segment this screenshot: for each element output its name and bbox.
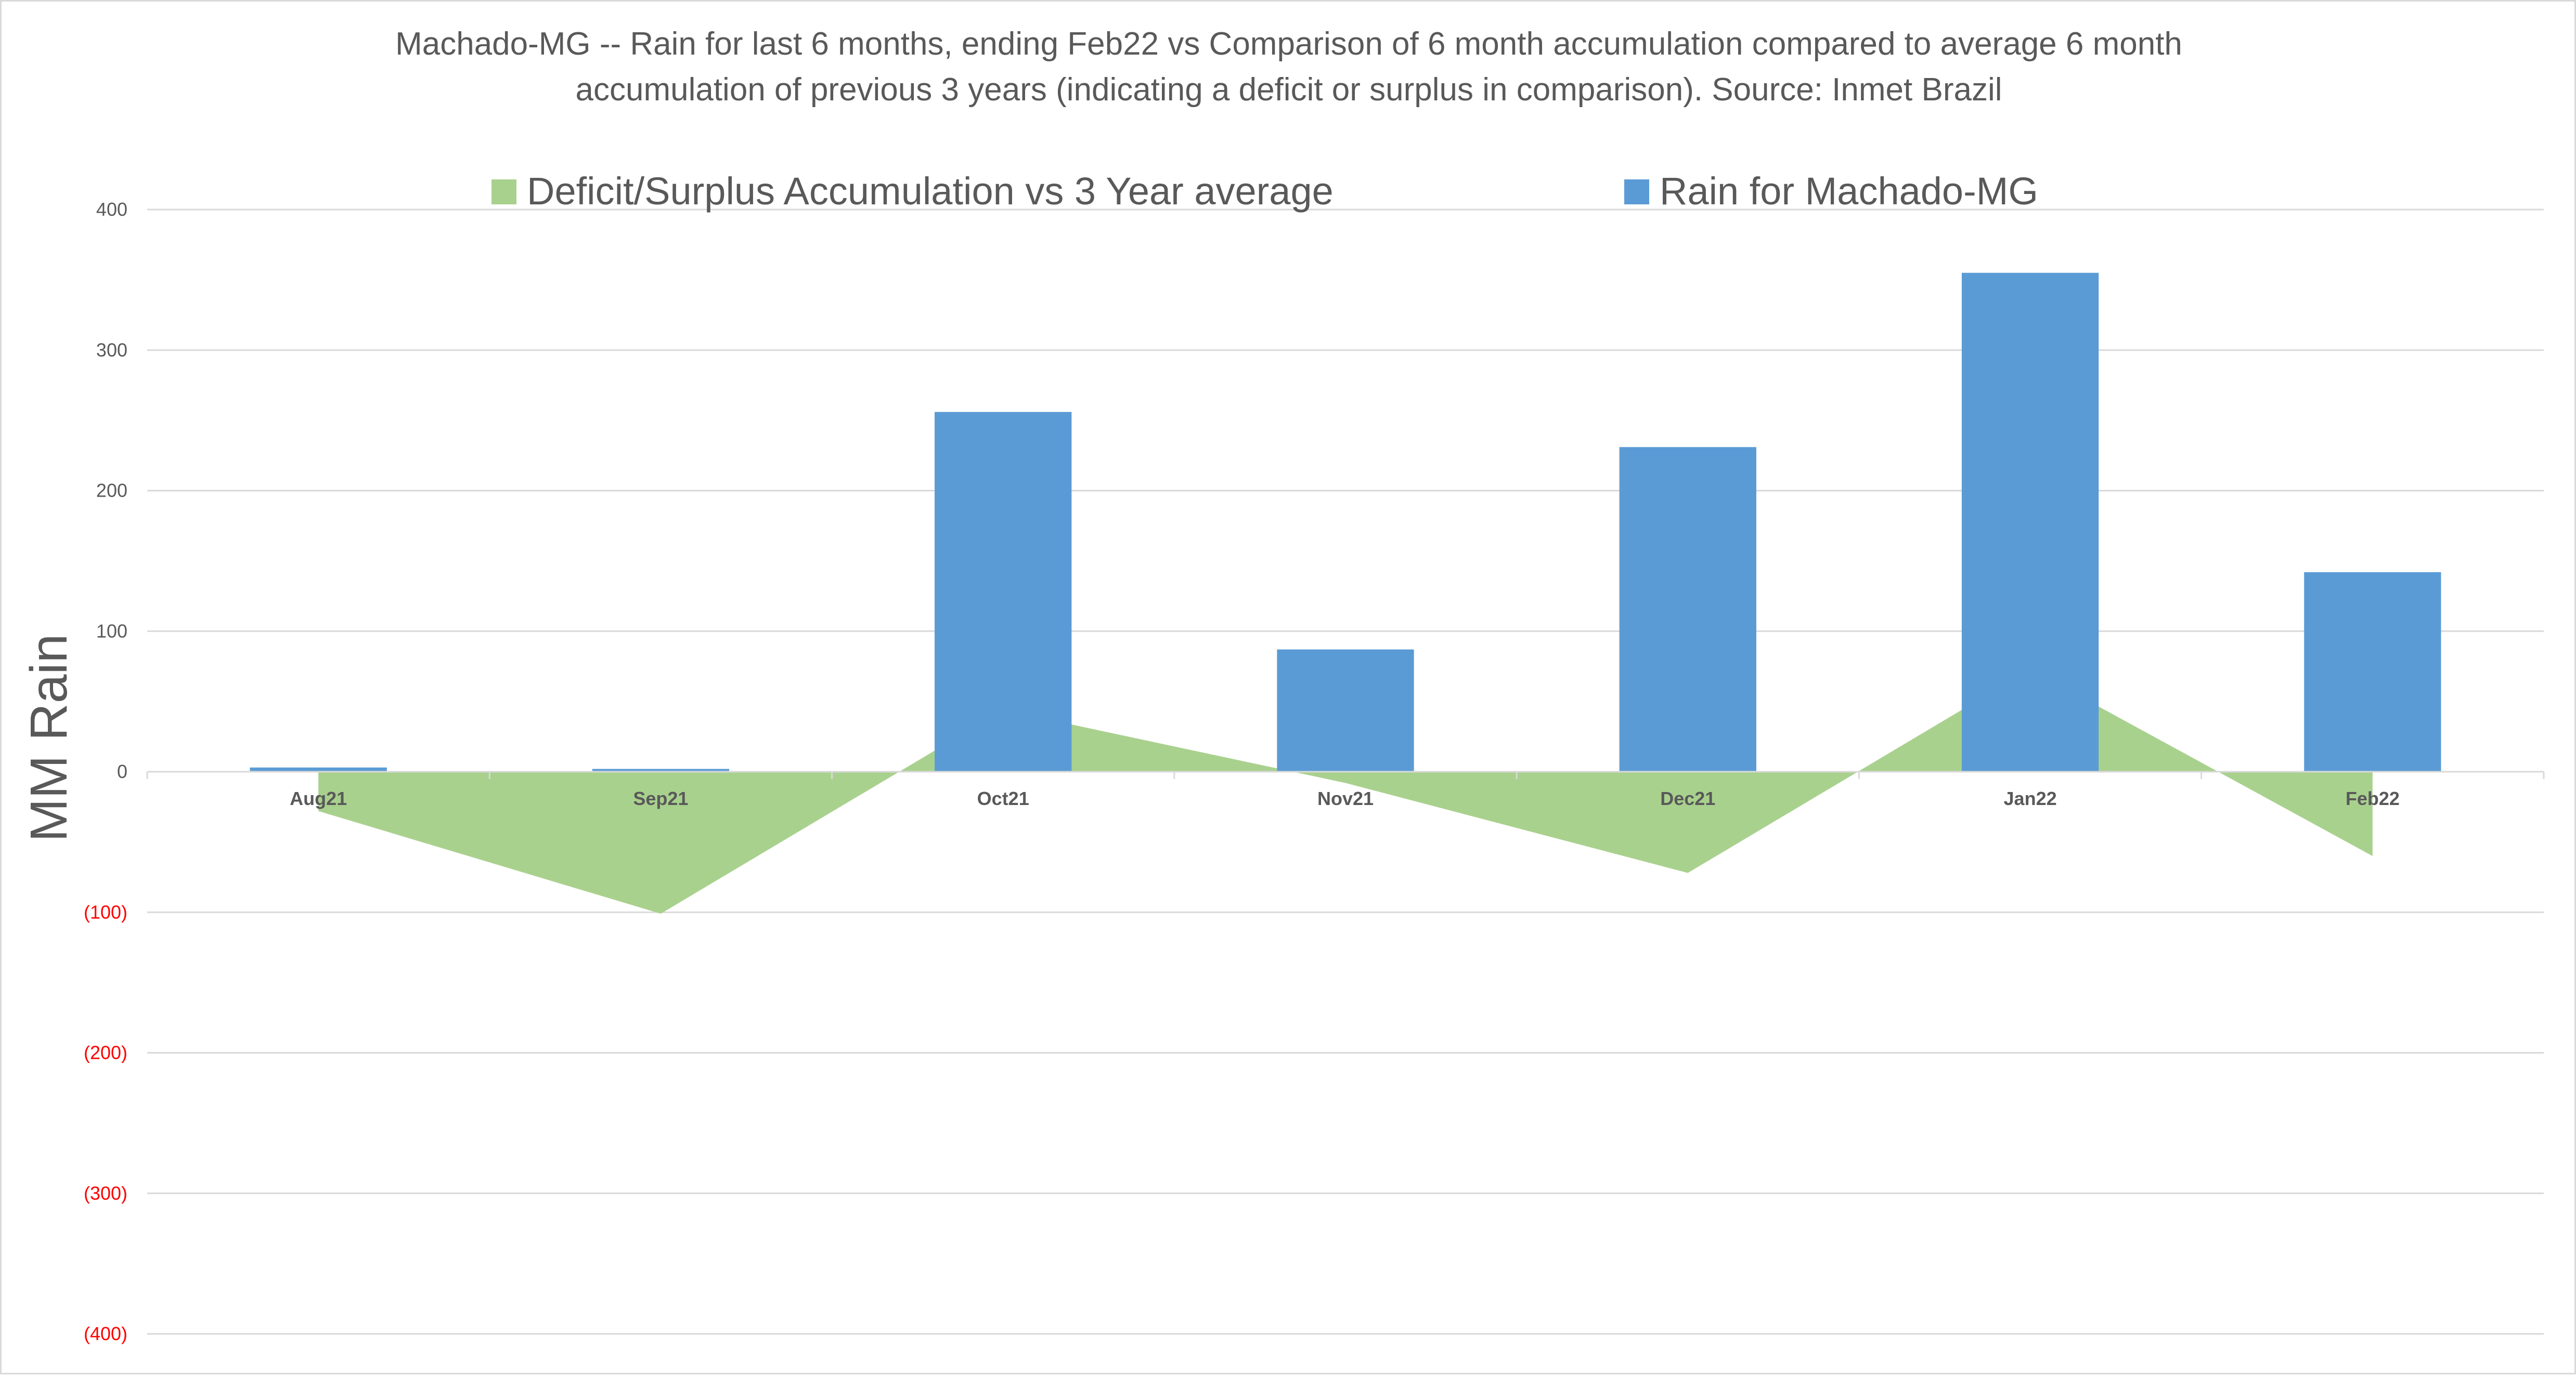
rain-bar-jan22	[1961, 272, 2099, 772]
rain-bar-nov21	[1277, 649, 1414, 772]
x-tick-label: Dec21	[1660, 788, 1715, 809]
y-tick-label: 300	[96, 339, 127, 360]
x-tick-label: Jan22	[2004, 788, 2057, 809]
rain-bar-aug21	[250, 767, 387, 772]
legend-swatch-rain	[1624, 179, 1649, 204]
y-axis-label: MM Rain	[20, 634, 78, 842]
y-tick-label: (100)	[84, 901, 127, 923]
legend-label-deficit-surplus: Deficit/Surplus Accumulation vs 3 Year a…	[527, 170, 1334, 213]
y-tick-label: (400)	[84, 1323, 127, 1344]
legend-swatch-deficit-surplus	[491, 179, 516, 204]
rain-bar-sep21	[592, 769, 730, 772]
x-axis-tick-labels: Aug21 Sep21 Oct21 Nov21 Dec21 Jan22 Feb22	[290, 788, 2400, 809]
x-tick-label: Oct21	[977, 788, 1029, 809]
legend-label-rain: Rain for Machado-MG	[1660, 170, 2038, 213]
x-tick-label: Nov21	[1317, 788, 1374, 809]
y-tick-label: (300)	[84, 1183, 127, 1204]
zero-axis	[146, 771, 2545, 779]
deficit-surplus-area-series	[318, 669, 2373, 914]
x-tick-label: Sep21	[633, 788, 688, 809]
chart-title-line-1: Machado-MG -- Rain for last 6 months, en…	[395, 26, 2182, 62]
legend: Deficit/Surplus Accumulation vs 3 Year a…	[491, 170, 2038, 213]
rain-bar-dec21	[1619, 447, 1756, 772]
rain-bar-feb22	[2304, 572, 2441, 772]
gridlines	[147, 209, 2544, 1335]
y-tick-label: 100	[96, 620, 127, 642]
rain-bar-oct21	[935, 412, 1072, 772]
x-tick-label: Feb22	[2346, 788, 2400, 809]
x-tick-label: Aug21	[290, 788, 347, 809]
y-tick-label: 0	[117, 761, 127, 782]
chart-title-line-2: accumulation of previous 3 years (indica…	[575, 72, 2002, 108]
deficit-surplus-area	[318, 669, 2373, 914]
y-tick-label: (200)	[84, 1042, 127, 1063]
y-axis-tick-labels: 400 300 200 100 0 (100) (200) (300) (400)	[84, 199, 127, 1344]
y-tick-label: 200	[96, 480, 127, 501]
rain-bar-series	[250, 272, 2441, 772]
y-tick-label: 400	[96, 199, 127, 220]
chart-title: Machado-MG -- Rain for last 6 months, en…	[210, 21, 2368, 113]
